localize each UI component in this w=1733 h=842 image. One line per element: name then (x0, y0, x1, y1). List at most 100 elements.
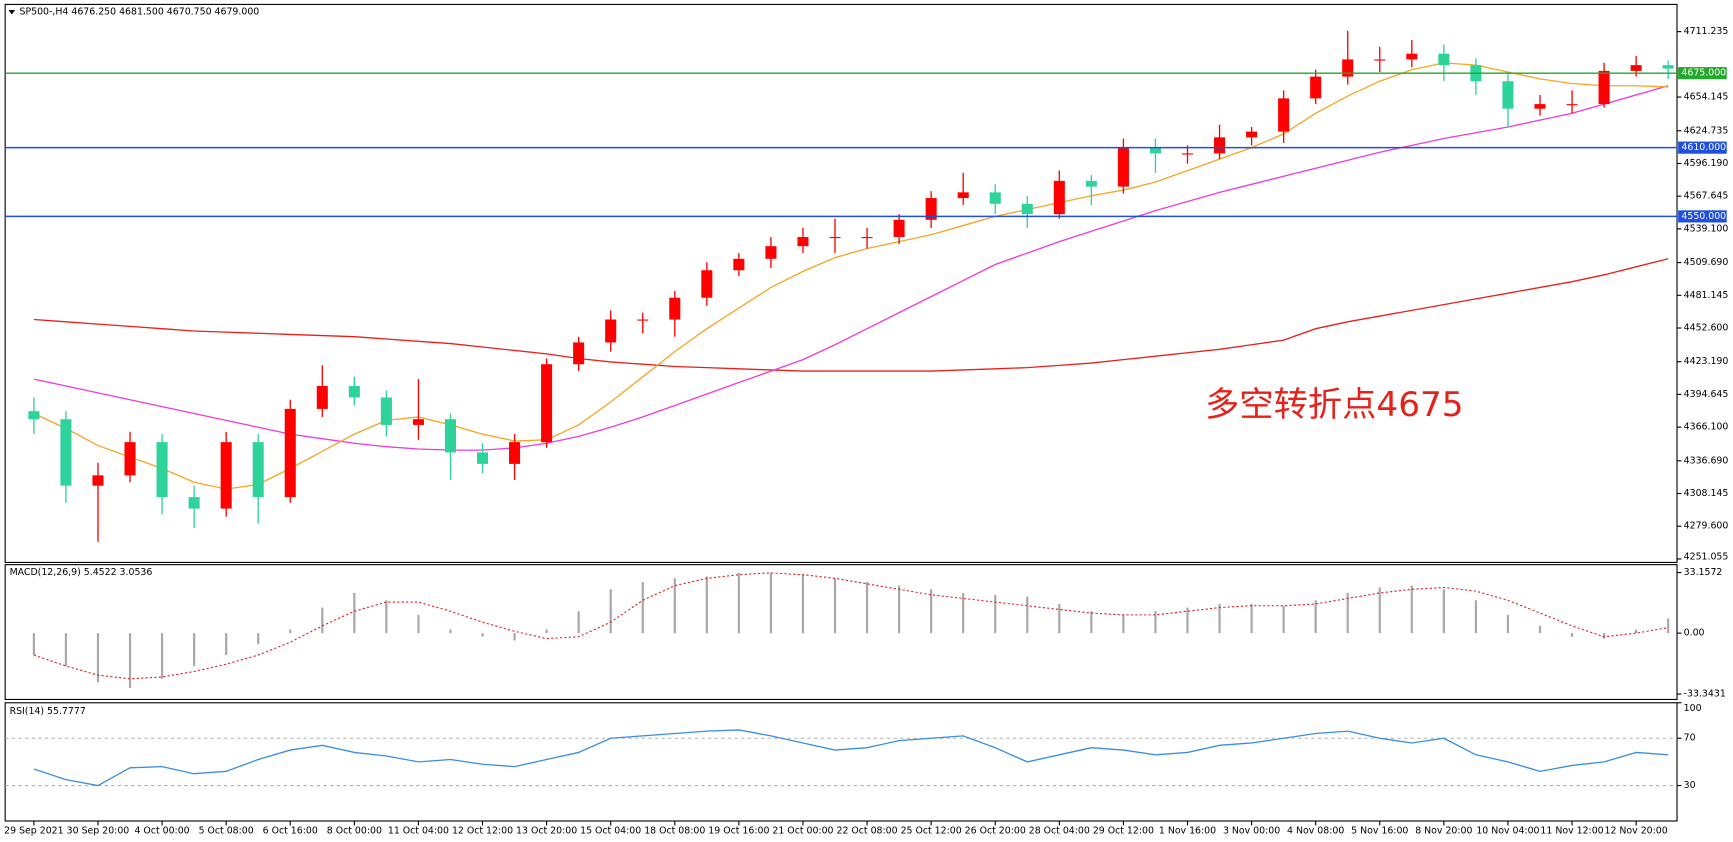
macd-bar (737, 572, 740, 634)
macd-bar (1602, 633, 1606, 639)
macd-bar (513, 633, 516, 641)
macd-bar (545, 629, 548, 634)
candle-body (316, 385, 328, 409)
macd-bar (1538, 625, 1542, 634)
y-tick-label: 4539.100 (1684, 223, 1729, 234)
macd-bar (160, 633, 164, 679)
candle-body (573, 342, 585, 365)
candle-body (1310, 76, 1322, 99)
candle-body (1598, 70, 1610, 105)
x-tick-label: 6 Oct 16:00 (263, 825, 318, 836)
rsi-line (33, 729, 1669, 787)
candle-body (637, 319, 649, 321)
x-tick-label: 28 Oct 04:00 (1029, 825, 1090, 836)
candle-body (188, 497, 200, 509)
macd-bar (962, 592, 965, 634)
y-tick-label: 0.00 (1684, 628, 1705, 639)
x-tick-label: 13 Oct 20:00 (516, 825, 577, 836)
candle-body (701, 270, 713, 298)
macd-bar (1474, 600, 1478, 634)
y-tick-label: 4452.600 (1684, 323, 1729, 334)
y-tick-label: 4366.100 (1684, 422, 1729, 433)
y-tick-label: 4336.690 (1684, 455, 1729, 466)
macd-bar (128, 633, 132, 688)
macd-signal (33, 572, 1669, 680)
y-tick-label: 4481.145 (1684, 290, 1729, 301)
y-tick-label: 4509.690 (1684, 257, 1729, 268)
y-tick-label: 30 (1684, 780, 1696, 791)
macd-bar (1090, 611, 1093, 634)
x-tick-label: 12 Nov 20:00 (1605, 825, 1668, 836)
x-tick-label: 11 Nov 12:00 (1540, 825, 1603, 836)
macd-bar (1218, 603, 1221, 634)
x-tick-label: 29 Oct 12:00 (1093, 825, 1154, 836)
macd-bar (1410, 585, 1413, 634)
level-label-box (1678, 141, 1727, 154)
macd-bar (609, 589, 612, 634)
macd-bar (705, 576, 708, 634)
candle-body (1406, 53, 1418, 60)
x-tick-label: 19 Oct 16:00 (708, 825, 769, 836)
macd-bar (1058, 603, 1061, 634)
macd-bar (1154, 611, 1157, 634)
macd-bar (865, 582, 869, 634)
y-tick-label: 4394.645 (1684, 389, 1729, 400)
macd-bar (1378, 587, 1381, 634)
x-tick-label: 10 Nov 04:00 (1476, 825, 1539, 836)
candle-body (797, 237, 809, 247)
macd-bar (385, 600, 388, 634)
x-tick-label: 4 Oct 00:00 (134, 825, 189, 836)
x-tick-label: 30 Sep 20:00 (67, 825, 130, 836)
y-tick-label: -33.3431 (1684, 688, 1726, 699)
candle-body (252, 442, 264, 498)
rsi-panel (4, 702, 1678, 822)
macd-bar (833, 578, 837, 634)
candle-body (156, 442, 168, 498)
candle-body (476, 452, 489, 464)
macd-bar (1570, 633, 1574, 637)
y-tick-label: 4251.055 (1684, 551, 1729, 562)
candle-body (1246, 131, 1258, 138)
menu-triangle (8, 9, 16, 15)
annotation: 多空转折点4675 (1205, 385, 1463, 425)
candle-body (1534, 104, 1546, 109)
macd-bar (769, 572, 773, 634)
x-tick-label: 25 Oct 12:00 (901, 825, 962, 836)
candle-body (444, 419, 456, 453)
x-tick-label: 5 Oct 08:00 (199, 825, 254, 836)
macd-bar (577, 611, 580, 634)
macd-bar (257, 633, 260, 645)
y-tick-label: 4654.145 (1684, 92, 1729, 103)
candle-body (1117, 147, 1129, 187)
level-label-box (1678, 67, 1727, 80)
candle-body (605, 319, 617, 343)
y-tick-label: 4423.190 (1684, 356, 1729, 367)
macd-header: MACD(12,26,9) 5.4522 3.0536 (10, 567, 153, 578)
macd-bar (1667, 618, 1670, 634)
x-tick-label: 5 Nov 16:00 (1351, 825, 1408, 836)
candle-body (92, 475, 104, 486)
candle-body (380, 397, 392, 425)
candle-body (509, 442, 521, 464)
candle-body (989, 192, 1001, 204)
x-tick-label: 22 Oct 08:00 (836, 825, 897, 836)
candle-body (1053, 180, 1065, 215)
x-tick-label: 18 Oct 08:00 (644, 825, 705, 836)
candle-body (1662, 65, 1674, 69)
candle-body (861, 237, 873, 239)
y-tick-label: 4711.235 (1684, 26, 1729, 37)
price-header: SP500-,H4 4676.250 4681.500 4670.750 467… (20, 7, 260, 18)
candle-body (1374, 59, 1386, 61)
y-tick-label: 100 (1684, 703, 1702, 714)
candle-body (1342, 59, 1354, 77)
candle-body (1181, 153, 1194, 155)
macd-bar (1314, 600, 1317, 634)
candle-body (925, 198, 937, 220)
level-label: 4550.000 (1681, 211, 1726, 222)
macd-bar (930, 589, 933, 634)
candle-body (893, 219, 905, 238)
x-tick-label: 8 Nov 20:00 (1415, 825, 1472, 836)
macd-bar (417, 614, 420, 634)
